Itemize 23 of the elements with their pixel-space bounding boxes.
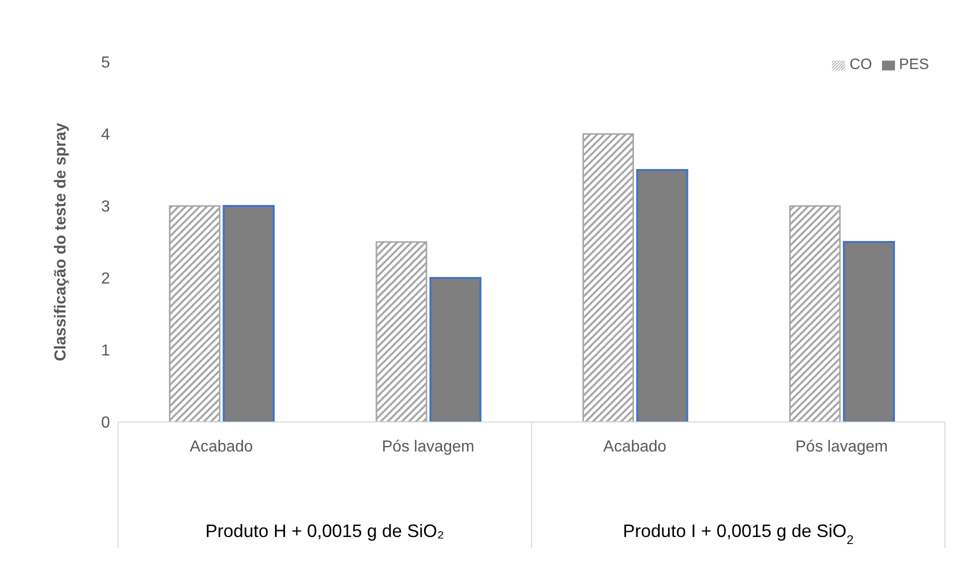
- legend-label: PES: [898, 56, 929, 73]
- text: Produto I + 0,0015 g de SiO$_{2}$: [622, 521, 854, 547]
- bar: [789, 205, 841, 422]
- x-tick-label: Acabado: [190, 438, 254, 456]
- bar: [429, 277, 482, 422]
- y-tick-label: 3: [101, 198, 110, 216]
- text: Produto H + 0,0015 g de SiO₂: [205, 521, 444, 541]
- x-tick-label: Pós lavagem: [382, 438, 474, 456]
- bar: [636, 169, 688, 422]
- bar: [842, 241, 895, 422]
- x-tick-label: Acabado: [603, 438, 667, 456]
- legend-label: CO: [849, 56, 872, 73]
- y-tick-label: 1: [101, 342, 110, 360]
- y-axis-title: Classificação do teste de spray: [52, 122, 70, 362]
- y-tick-label: 2: [101, 270, 110, 288]
- x-tick-label: Pós lavagem: [795, 438, 888, 456]
- y-tick-label: 4: [101, 126, 110, 144]
- bar: [222, 205, 275, 422]
- y-tick-label: 0: [101, 414, 110, 432]
- bar: [376, 241, 428, 422]
- bar: [168, 205, 220, 422]
- bar: [582, 133, 634, 422]
- y-tick-label: 5: [101, 54, 110, 72]
